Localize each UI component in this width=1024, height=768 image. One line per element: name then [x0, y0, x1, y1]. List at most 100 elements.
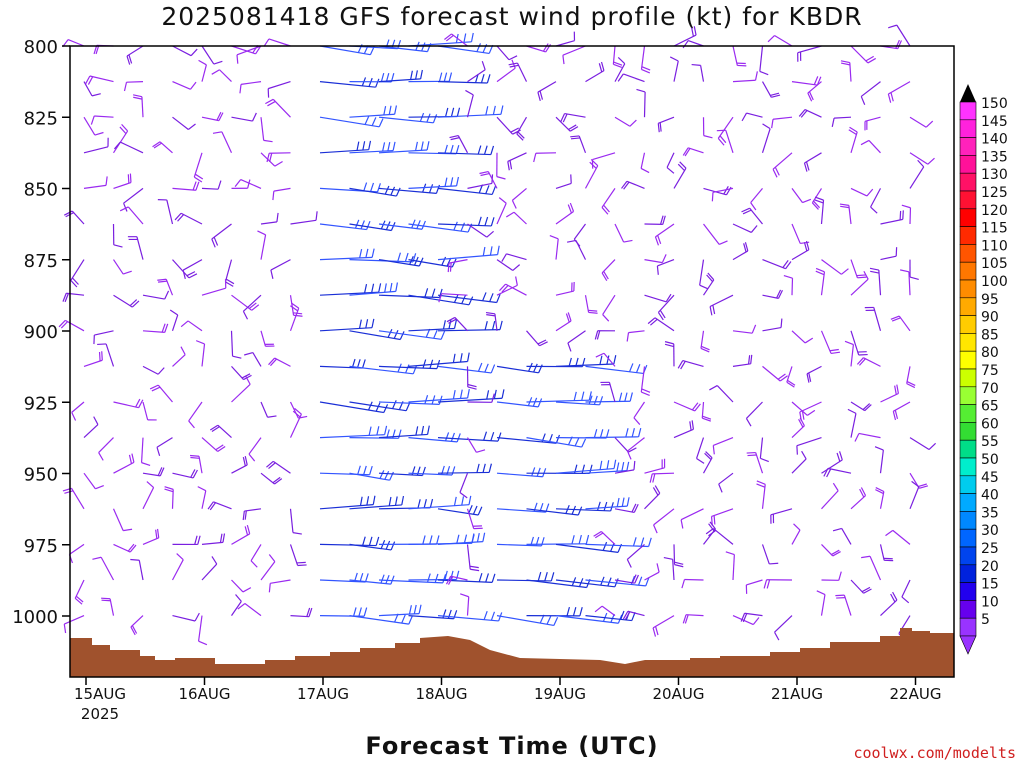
wind-barb	[231, 579, 252, 593]
wind-barb	[772, 152, 793, 178]
wind-barb	[555, 116, 579, 132]
wind-barb	[437, 573, 496, 583]
wind-barb	[526, 330, 548, 347]
wind-barb	[113, 141, 144, 154]
wind-barb	[821, 571, 842, 581]
wind-barb	[113, 294, 140, 308]
wind-barb	[119, 206, 144, 225]
wind-barb	[437, 105, 504, 118]
wind-barb	[319, 116, 384, 128]
wind-barb	[231, 524, 251, 545]
x-axis: 15AUG 2025 16AUG 17AUG 18AUG 19AUG 20AUG 21AUG 2…	[74, 677, 941, 723]
wind-barb	[62, 292, 85, 303]
wind-barb	[614, 116, 637, 127]
colorbar-label: 35	[981, 505, 999, 521]
wind-barb	[466, 508, 483, 530]
wind-barb	[673, 26, 697, 47]
wind-barb	[83, 416, 99, 439]
colorbar-swatch	[959, 155, 977, 174]
wind-barb	[617, 73, 645, 83]
wind-barb	[850, 579, 872, 594]
wind-barb	[803, 152, 822, 172]
wind-barb	[673, 161, 687, 189]
wind-barb	[349, 574, 395, 585]
wind-barb	[767, 35, 793, 47]
colorbar-swatch	[959, 600, 977, 619]
colorbar-bottom-arrow	[959, 635, 977, 655]
wind-barb	[656, 259, 675, 275]
colorbar-label: 125	[981, 185, 1008, 201]
wind-barb	[83, 351, 103, 367]
x-tick-sublabel: 2025	[81, 705, 119, 723]
wind-barb	[847, 408, 857, 438]
watermark-link[interactable]: coolwx.com/modelts	[853, 744, 1016, 762]
wind-barb	[479, 170, 498, 189]
wind-barb	[562, 45, 586, 65]
wind-barb	[157, 278, 174, 296]
colorbar-label: 140	[981, 132, 1008, 148]
wind-barb	[680, 508, 704, 529]
colorbar-top-arrow	[960, 84, 976, 102]
wind-barb	[290, 211, 318, 225]
wind-barb	[172, 45, 198, 57]
wind-barb	[762, 259, 792, 270]
wind-barb	[97, 343, 115, 367]
wind-barb	[74, 579, 85, 605]
wind-barb	[901, 204, 912, 225]
colorbar-label: 120	[981, 203, 1008, 219]
wind-barb	[231, 456, 248, 474]
wind-barb	[654, 223, 675, 246]
wind-barb	[378, 219, 426, 230]
y-tick-label: 975	[24, 536, 58, 557]
wind-barb	[319, 219, 371, 231]
wind-barb	[237, 603, 262, 617]
wind-barb	[850, 401, 872, 412]
wind-barb	[98, 437, 114, 461]
wind-barb	[142, 365, 165, 375]
wind-barb	[909, 159, 925, 189]
wind-barb	[892, 401, 911, 421]
colorbar-swatch	[959, 333, 977, 352]
wind-barb	[319, 140, 372, 154]
wind-barb	[272, 187, 291, 201]
wind-barb	[83, 472, 104, 490]
colorbar-label: 75	[981, 363, 999, 379]
page-title: 2025081418 GFS forecast wind profile (kt…	[161, 2, 863, 31]
wind-barb	[555, 31, 576, 47]
wind-barb	[549, 234, 559, 260]
wind-barb	[887, 81, 911, 103]
wind-barb	[584, 159, 599, 189]
wind-barb	[289, 544, 307, 567]
wind-barb	[791, 188, 812, 204]
wind-barb	[612, 45, 623, 68]
wind-barb	[58, 319, 85, 332]
wind-barb	[761, 81, 781, 98]
wind-barb	[555, 355, 617, 367]
wind-barb	[652, 615, 675, 637]
colorbar-swatch	[959, 457, 977, 477]
colorbar-swatch	[959, 279, 977, 299]
wind-barb	[68, 543, 85, 564]
wind-barb	[83, 116, 104, 136]
wind-barb	[113, 259, 132, 275]
wind-barb	[437, 216, 495, 227]
wind-barb	[190, 454, 203, 474]
wind-barb	[378, 69, 423, 83]
wind-barb	[201, 533, 226, 545]
wind-barb	[460, 593, 470, 616]
wind-barb	[231, 365, 252, 381]
wind-barb	[791, 450, 807, 474]
wind-barb	[201, 45, 223, 65]
x-tick-label: 22AUG	[890, 685, 942, 703]
wind-barb	[759, 437, 769, 463]
wind-barb	[732, 223, 758, 233]
wind-barb	[874, 446, 884, 474]
wind-barb	[718, 472, 734, 493]
colorbar-swatch	[959, 475, 977, 494]
wind-barb	[880, 39, 903, 50]
wind-barb	[573, 223, 586, 247]
wind-barb	[83, 176, 108, 189]
wind-barb	[466, 366, 477, 390]
colorbar-label: 110	[981, 238, 1008, 254]
